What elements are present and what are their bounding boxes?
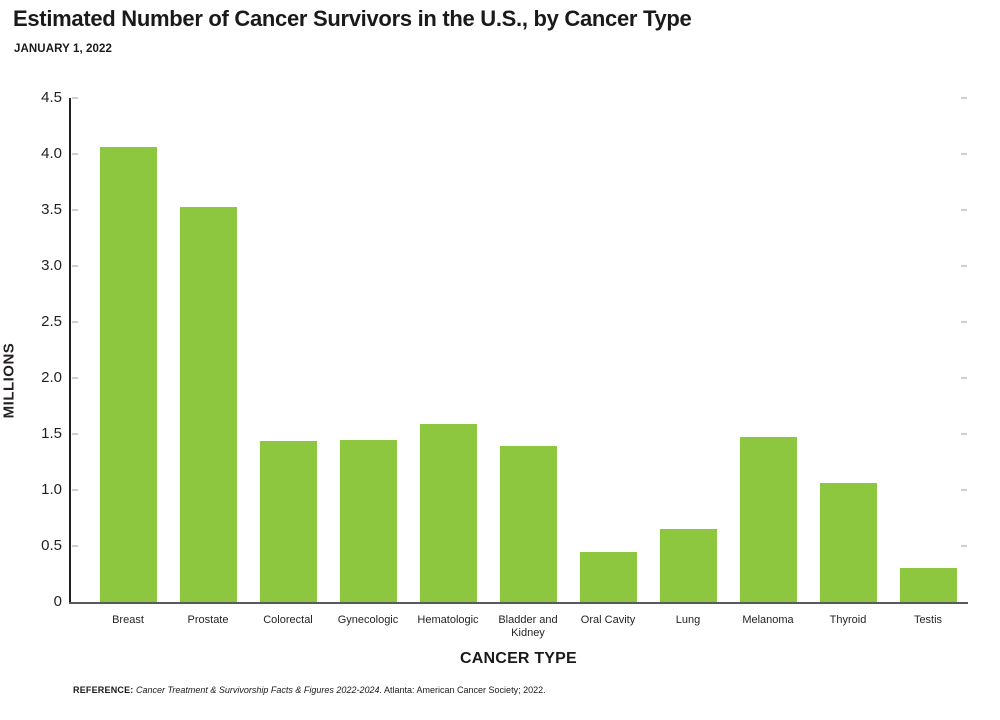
x-tick-label: Prostate <box>187 614 229 626</box>
y-tick-label: 1.5 <box>41 425 62 442</box>
y-tick-mark-left <box>72 153 78 155</box>
reference-source: Cancer Treatment & Survivorship Facts & … <box>136 685 382 695</box>
bar-thyroid <box>819 483 877 602</box>
chart-subtitle: JANUARY 1, 2022 <box>14 43 113 55</box>
x-tick-label: Melanoma <box>742 614 794 626</box>
y-tick-mark-left <box>72 545 78 547</box>
y-tick-mark-left <box>72 433 78 435</box>
y-tick-mark-right <box>961 265 967 267</box>
y-tick-label: 3.0 <box>41 257 62 274</box>
y-tick-mark-left <box>72 489 78 491</box>
y-tick-mark-right <box>961 545 967 547</box>
bar-oral-cavity <box>579 551 637 602</box>
reference: REFERENCE: Cancer Treatment & Survivorsh… <box>73 685 546 695</box>
x-tick-label: Lung <box>675 614 701 626</box>
bar-gynecologic <box>339 439 397 602</box>
x-axis-title: CANCER TYPE <box>460 650 577 667</box>
y-tick-mark-left <box>72 265 78 267</box>
y-tick-label: 3.5 <box>41 201 62 218</box>
y-tick-mark-right <box>961 153 967 155</box>
y-tick-mark-right <box>961 433 967 435</box>
y-tick-label: 2.5 <box>41 313 62 330</box>
bar-hematologic <box>419 423 477 602</box>
y-tick-mark-right <box>961 209 967 211</box>
y-tick-label: 4.0 <box>41 145 62 162</box>
y-tick-mark-left <box>72 209 78 211</box>
x-tick-label: Oral Cavity <box>580 614 636 626</box>
y-tick-mark-right <box>961 97 967 99</box>
y-tick-label: 1.0 <box>41 481 62 498</box>
reference-label: REFERENCE: <box>73 685 134 695</box>
y-tick-label: 0.5 <box>41 537 62 554</box>
reference-citation: Atlanta: American Cancer Society; 2022. <box>384 685 546 695</box>
y-tick-label: 2.0 <box>41 369 62 386</box>
y-tick-mark-left <box>72 377 78 379</box>
y-tick-mark-right <box>961 377 967 379</box>
x-tick-label: Colorectal <box>263 614 313 626</box>
y-tick-mark-left <box>72 97 78 99</box>
bar-colorectal <box>259 440 317 602</box>
x-tick-label: Bladder and Kidney <box>498 614 558 639</box>
bar-breast <box>99 147 157 602</box>
x-tick-label: Testis <box>913 614 943 626</box>
bar-bladder-and-kidney <box>499 446 557 602</box>
y-tick-mark-right <box>961 321 967 323</box>
y-tick-mark-right <box>961 489 967 491</box>
y-tick-mark-left <box>72 321 78 323</box>
y-axis-line <box>69 98 71 604</box>
y-tick-label: 0 <box>53 593 62 610</box>
x-tick-label: Hematologic <box>417 614 479 626</box>
y-tick-label: 4.5 <box>41 89 62 106</box>
x-tick-label: Gynecologic <box>337 614 399 626</box>
x-tick-label: Breast <box>112 614 144 626</box>
bar-lung <box>659 529 717 602</box>
bar-testis <box>899 568 957 602</box>
x-tick-label: Thyroid <box>829 614 867 626</box>
bar-melanoma <box>739 437 797 602</box>
chart-title: Estimated Number of Cancer Survivors in … <box>13 6 692 31</box>
x-axis-line <box>69 602 968 604</box>
bar-prostate <box>179 206 237 602</box>
